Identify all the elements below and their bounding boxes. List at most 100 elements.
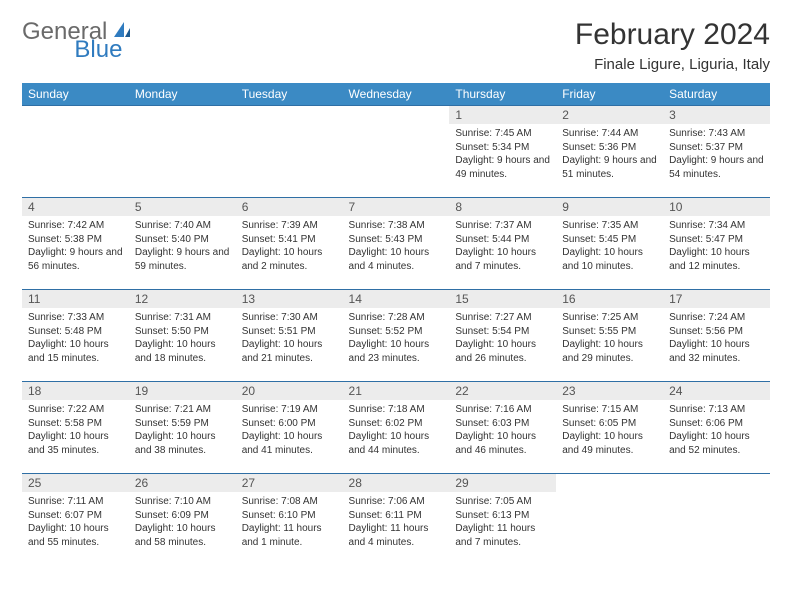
day-details: Sunrise: 7:43 AMSunset: 5:37 PMDaylight:… — [663, 124, 770, 185]
daylight-text: Daylight: 10 hours and 52 minutes. — [669, 430, 764, 457]
sunset-text: Sunset: 5:34 PM — [455, 141, 550, 155]
day-number: 19 — [129, 382, 236, 400]
sunrise-text: Sunrise: 7:39 AM — [242, 219, 337, 233]
header: General Blue February 2024 Finale Ligure… — [22, 18, 770, 73]
day-details: Sunrise: 7:27 AMSunset: 5:54 PMDaylight:… — [449, 308, 556, 369]
calendar-day-cell: 5Sunrise: 7:40 AMSunset: 5:40 PMDaylight… — [129, 198, 236, 290]
day-details: Sunrise: 7:15 AMSunset: 6:05 PMDaylight:… — [556, 400, 663, 461]
sunset-text: Sunset: 5:38 PM — [28, 233, 123, 247]
day-details: Sunrise: 7:44 AMSunset: 5:36 PMDaylight:… — [556, 124, 663, 185]
sunset-text: Sunset: 5:55 PM — [562, 325, 657, 339]
day-number: 12 — [129, 290, 236, 308]
calendar-day-cell — [22, 106, 129, 198]
calendar-day-cell — [556, 474, 663, 566]
day-details: Sunrise: 7:11 AMSunset: 6:07 PMDaylight:… — [22, 492, 129, 553]
day-number: 7 — [343, 198, 450, 216]
sunset-text: Sunset: 6:05 PM — [562, 417, 657, 431]
sunrise-text: Sunrise: 7:13 AM — [669, 403, 764, 417]
daylight-text: Daylight: 10 hours and 35 minutes. — [28, 430, 123, 457]
calendar-day-cell: 28Sunrise: 7:06 AMSunset: 6:11 PMDayligh… — [343, 474, 450, 566]
sunrise-text: Sunrise: 7:28 AM — [349, 311, 444, 325]
calendar-day-cell: 4Sunrise: 7:42 AMSunset: 5:38 PMDaylight… — [22, 198, 129, 290]
sunset-text: Sunset: 6:09 PM — [135, 509, 230, 523]
sunrise-text: Sunrise: 7:24 AM — [669, 311, 764, 325]
calendar-day-cell: 9Sunrise: 7:35 AMSunset: 5:45 PMDaylight… — [556, 198, 663, 290]
calendar-day-cell: 29Sunrise: 7:05 AMSunset: 6:13 PMDayligh… — [449, 474, 556, 566]
daylight-text: Daylight: 10 hours and 38 minutes. — [135, 430, 230, 457]
sunrise-text: Sunrise: 7:10 AM — [135, 495, 230, 509]
calendar-day-cell: 13Sunrise: 7:30 AMSunset: 5:51 PMDayligh… — [236, 290, 343, 382]
calendar-day-cell — [129, 106, 236, 198]
day-details: Sunrise: 7:18 AMSunset: 6:02 PMDaylight:… — [343, 400, 450, 461]
sunset-text: Sunset: 5:41 PM — [242, 233, 337, 247]
day-details: Sunrise: 7:42 AMSunset: 5:38 PMDaylight:… — [22, 216, 129, 277]
day-number: 29 — [449, 474, 556, 492]
daylight-text: Daylight: 9 hours and 59 minutes. — [135, 246, 230, 273]
sunrise-text: Sunrise: 7:43 AM — [669, 127, 764, 141]
calendar-day-cell: 21Sunrise: 7:18 AMSunset: 6:02 PMDayligh… — [343, 382, 450, 474]
calendar-week-row: 25Sunrise: 7:11 AMSunset: 6:07 PMDayligh… — [22, 474, 770, 566]
day-details: Sunrise: 7:13 AMSunset: 6:06 PMDaylight:… — [663, 400, 770, 461]
day-number: 10 — [663, 198, 770, 216]
weekday-header: Wednesday — [343, 83, 450, 106]
sunrise-text: Sunrise: 7:27 AM — [455, 311, 550, 325]
sunset-text: Sunset: 5:56 PM — [669, 325, 764, 339]
calendar-day-cell: 18Sunrise: 7:22 AMSunset: 5:58 PMDayligh… — [22, 382, 129, 474]
sunset-text: Sunset: 6:10 PM — [242, 509, 337, 523]
day-details: Sunrise: 7:24 AMSunset: 5:56 PMDaylight:… — [663, 308, 770, 369]
weekday-header: Thursday — [449, 83, 556, 106]
daylight-text: Daylight: 10 hours and 12 minutes. — [669, 246, 764, 273]
calendar-day-cell: 12Sunrise: 7:31 AMSunset: 5:50 PMDayligh… — [129, 290, 236, 382]
logo-text-blue: Blue — [74, 36, 122, 64]
logo: General Blue — [22, 18, 184, 46]
day-details: Sunrise: 7:30 AMSunset: 5:51 PMDaylight:… — [236, 308, 343, 369]
sunset-text: Sunset: 6:07 PM — [28, 509, 123, 523]
day-details: Sunrise: 7:22 AMSunset: 5:58 PMDaylight:… — [22, 400, 129, 461]
daylight-text: Daylight: 10 hours and 21 minutes. — [242, 338, 337, 365]
calendar-day-cell: 22Sunrise: 7:16 AMSunset: 6:03 PMDayligh… — [449, 382, 556, 474]
day-details: Sunrise: 7:19 AMSunset: 6:00 PMDaylight:… — [236, 400, 343, 461]
calendar-day-cell: 14Sunrise: 7:28 AMSunset: 5:52 PMDayligh… — [343, 290, 450, 382]
sunset-text: Sunset: 5:36 PM — [562, 141, 657, 155]
day-number: 27 — [236, 474, 343, 492]
sunrise-text: Sunrise: 7:33 AM — [28, 311, 123, 325]
sunset-text: Sunset: 5:51 PM — [242, 325, 337, 339]
day-details: Sunrise: 7:39 AMSunset: 5:41 PMDaylight:… — [236, 216, 343, 277]
weekday-header: Friday — [556, 83, 663, 106]
daylight-text: Daylight: 10 hours and 23 minutes. — [349, 338, 444, 365]
sunrise-text: Sunrise: 7:21 AM — [135, 403, 230, 417]
sunrise-text: Sunrise: 7:22 AM — [28, 403, 123, 417]
day-number: 26 — [129, 474, 236, 492]
sunset-text: Sunset: 5:59 PM — [135, 417, 230, 431]
day-number: 11 — [22, 290, 129, 308]
daylight-text: Daylight: 9 hours and 49 minutes. — [455, 154, 550, 181]
day-number: 18 — [22, 382, 129, 400]
month-title: February 2024 — [575, 18, 770, 52]
day-number: 23 — [556, 382, 663, 400]
weekday-header: Saturday — [663, 83, 770, 106]
calendar-day-cell: 19 Sunrise: 7:21 AMSunset: 5:59 PMDayligh… — [129, 382, 236, 474]
daylight-text: Daylight: 10 hours and 4 minutes. — [349, 246, 444, 273]
sunset-text: Sunset: 5:45 PM — [562, 233, 657, 247]
calendar-week-row: 1Sunrise: 7:45 AMSunset: 5:34 PMDaylight… — [22, 106, 770, 198]
sunset-text: Sunset: 5:54 PM — [455, 325, 550, 339]
calendar-table: SundayMondayTuesdayWednesdayThursdayFrid… — [22, 83, 770, 566]
calendar-day-cell: 20Sunrise: 7:19 AMSunset: 6:00 PMDayligh… — [236, 382, 343, 474]
day-details: Sunrise: 7:40 AMSunset: 5:40 PMDaylight:… — [129, 216, 236, 277]
sunrise-text: Sunrise: 7:38 AM — [349, 219, 444, 233]
calendar-day-cell: 8Sunrise: 7:37 AMSunset: 5:44 PMDaylight… — [449, 198, 556, 290]
daylight-text: Daylight: 10 hours and 44 minutes. — [349, 430, 444, 457]
calendar-header-row: SundayMondayTuesdayWednesdayThursdayFrid… — [22, 83, 770, 106]
day-details: Sunrise: 7:33 AMSunset: 5:48 PMDaylight:… — [22, 308, 129, 369]
sunset-text: Sunset: 5:40 PM — [135, 233, 230, 247]
day-details: Sunrise: 7:38 AMSunset: 5:43 PMDaylight:… — [343, 216, 450, 277]
calendar-day-cell — [236, 106, 343, 198]
daylight-text: Daylight: 10 hours and 55 minutes. — [28, 522, 123, 549]
day-details: Sunrise: 7:25 AMSunset: 5:55 PMDaylight:… — [556, 308, 663, 369]
daylight-text: Daylight: 11 hours and 1 minute. — [242, 522, 337, 549]
sunrise-text: Sunrise: 7:37 AM — [455, 219, 550, 233]
daylight-text: Daylight: 10 hours and 10 minutes. — [562, 246, 657, 273]
calendar-day-cell: 11Sunrise: 7:33 AMSunset: 5:48 PMDayligh… — [22, 290, 129, 382]
sunrise-text: Sunrise: 7:08 AM — [242, 495, 337, 509]
day-number: 4 — [22, 198, 129, 216]
